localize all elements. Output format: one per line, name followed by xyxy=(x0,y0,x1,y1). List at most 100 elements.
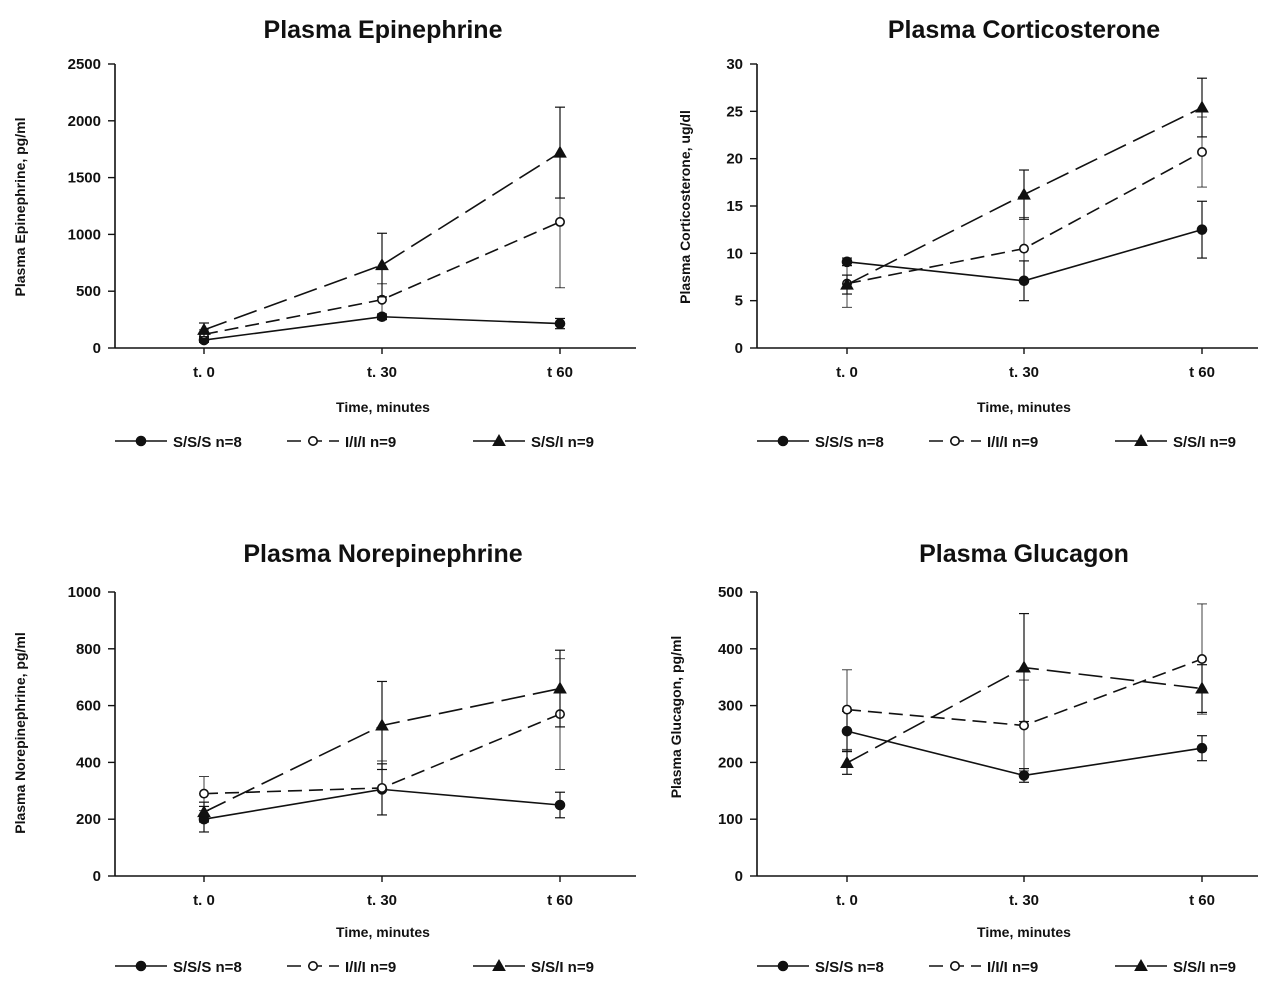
data-point xyxy=(1196,742,1208,754)
x-axis-label: Time, minutes xyxy=(977,399,1071,415)
y-tick-label: 1000 xyxy=(68,226,101,243)
legend-label: I/I/I n=9 xyxy=(987,959,1038,976)
plot-area: 0 100 200 300 400 500 t. 0 t. 30 t 60 xyxy=(718,584,1258,909)
data-point xyxy=(199,788,210,799)
legend-label: S/S/S n=8 xyxy=(815,959,884,976)
legend: S/S/S n=8 I/I/I n=9 S/S/I n=9 xyxy=(115,958,594,976)
y-tick-label: 2000 xyxy=(68,113,101,130)
legend-label: S/S/S n=8 xyxy=(173,959,242,976)
y-tick-label: 25 xyxy=(726,103,743,120)
y-tick-label: 0 xyxy=(735,868,743,885)
y-tick-label: 30 xyxy=(726,56,743,73)
data-point xyxy=(197,805,211,818)
legend-label: S/S/I n=9 xyxy=(1173,959,1236,976)
chart-panel-corticosterone: Plasma Corticosterone Plasma Corticoster… xyxy=(677,16,1258,451)
y-tick-label: 600 xyxy=(76,698,101,715)
plot-area: 0 500 1000 1500 2000 2500 t. 0 t. 30 t 60 xyxy=(68,56,636,381)
y-axis-label: Plasma Glucagon, pg/ml xyxy=(668,636,684,799)
x-tick-label: t 60 xyxy=(547,364,573,381)
y-tick-label: 500 xyxy=(718,584,743,601)
data-point xyxy=(492,433,506,446)
x-tick-label: t 60 xyxy=(1189,364,1215,381)
series xyxy=(198,311,566,346)
y-tick-label: 0 xyxy=(93,868,101,885)
y-tick-label: 800 xyxy=(76,641,101,658)
legend-label: S/S/I n=9 xyxy=(531,959,594,976)
x-axis-label: Time, minutes xyxy=(336,399,430,415)
data-point xyxy=(135,435,147,447)
y-tick-label: 1000 xyxy=(68,584,101,601)
legend-label: S/S/I n=9 xyxy=(531,434,594,451)
data-point xyxy=(1197,654,1208,665)
y-axis-label: Plasma Norepinephrine, pg/ml xyxy=(12,632,28,834)
chart-panel-norepinephrine: Plasma Norepinephrine Plasma Norepinephr… xyxy=(12,540,636,976)
series-line xyxy=(203,151,561,331)
y-tick-label: 1500 xyxy=(68,170,101,187)
legend-label: I/I/I n=9 xyxy=(345,959,396,976)
plot-area: 0 5 10 15 20 25 30 t. 0 t. 30 t 60 xyxy=(726,56,1258,381)
data-point xyxy=(375,718,389,731)
x-tick-label: t. 30 xyxy=(367,364,397,381)
data-point xyxy=(554,799,566,811)
data-point xyxy=(135,960,147,972)
y-tick-label: 200 xyxy=(76,811,101,828)
legend-label: I/I/I n=9 xyxy=(345,434,396,451)
data-point xyxy=(949,960,960,971)
legend: S/S/S n=8 I/I/I n=9 S/S/I n=9 xyxy=(757,433,1236,451)
y-tick-label: 20 xyxy=(726,151,743,168)
y-tick-label: 500 xyxy=(76,283,101,300)
plot-area: 0 200 400 600 800 1000 t. 0 t. 30 t 60 xyxy=(68,584,636,909)
x-axis-label: Time, minutes xyxy=(336,924,430,940)
y-tick-label: 2500 xyxy=(68,56,101,73)
x-tick-label: t. 0 xyxy=(836,364,858,381)
data-point xyxy=(554,216,565,227)
data-point xyxy=(1196,224,1208,235)
data-point xyxy=(840,755,854,768)
legend-label: I/I/I n=9 xyxy=(987,434,1038,451)
data-point xyxy=(1134,958,1148,971)
y-tick-label: 5 xyxy=(735,293,743,310)
y-axis-label: Plasma Epinephrine, pg/ml xyxy=(12,118,28,297)
y-tick-label: 200 xyxy=(718,754,743,771)
y-tick-label: 300 xyxy=(718,698,743,715)
y-axis-label: Plasma Corticosterone, ug/dl xyxy=(677,110,693,304)
legend-label: S/S/S n=8 xyxy=(173,434,242,451)
chart-panel-epinephrine: Plasma Epinephrine Plasma Epinephrine, p… xyxy=(12,16,636,451)
data-point xyxy=(777,960,789,972)
series xyxy=(840,77,1209,295)
x-axis-label: Time, minutes xyxy=(977,924,1071,940)
x-tick-label: t. 0 xyxy=(193,892,215,909)
data-point xyxy=(841,704,852,715)
data-point xyxy=(1018,720,1029,731)
data-point xyxy=(376,782,387,793)
chart-title: Plasma Epinephrine xyxy=(264,16,503,44)
legend-label: S/S/I n=9 xyxy=(1173,434,1236,451)
y-tick-label: 10 xyxy=(726,245,743,262)
y-tick-label: 15 xyxy=(726,198,743,215)
data-point xyxy=(1134,433,1148,446)
x-tick-label: t. 30 xyxy=(1009,892,1039,909)
data-point xyxy=(553,145,567,158)
data-point xyxy=(554,318,566,329)
data-point xyxy=(307,960,318,971)
data-point xyxy=(777,435,789,447)
data-point xyxy=(840,277,854,290)
series xyxy=(197,106,567,338)
y-tick-label: 0 xyxy=(735,340,743,357)
y-tick-label: 100 xyxy=(718,811,743,828)
x-tick-label: t. 0 xyxy=(193,364,215,381)
data-point xyxy=(1197,147,1208,158)
legend-label: S/S/S n=8 xyxy=(815,434,884,451)
series xyxy=(841,116,1208,308)
data-point xyxy=(375,258,389,271)
x-tick-label: t. 30 xyxy=(1009,364,1039,381)
y-tick-label: 0 xyxy=(93,340,101,357)
data-point xyxy=(1018,770,1030,781)
x-tick-label: t. 30 xyxy=(367,892,397,909)
chart-panel-glucagon: Plasma Glucagon Plasma Glucagon, pg/ml T… xyxy=(668,540,1258,976)
chart-title: Plasma Norepinephrine xyxy=(243,540,522,568)
data-point xyxy=(1018,243,1029,254)
data-point xyxy=(553,681,567,694)
data-point xyxy=(492,958,506,971)
